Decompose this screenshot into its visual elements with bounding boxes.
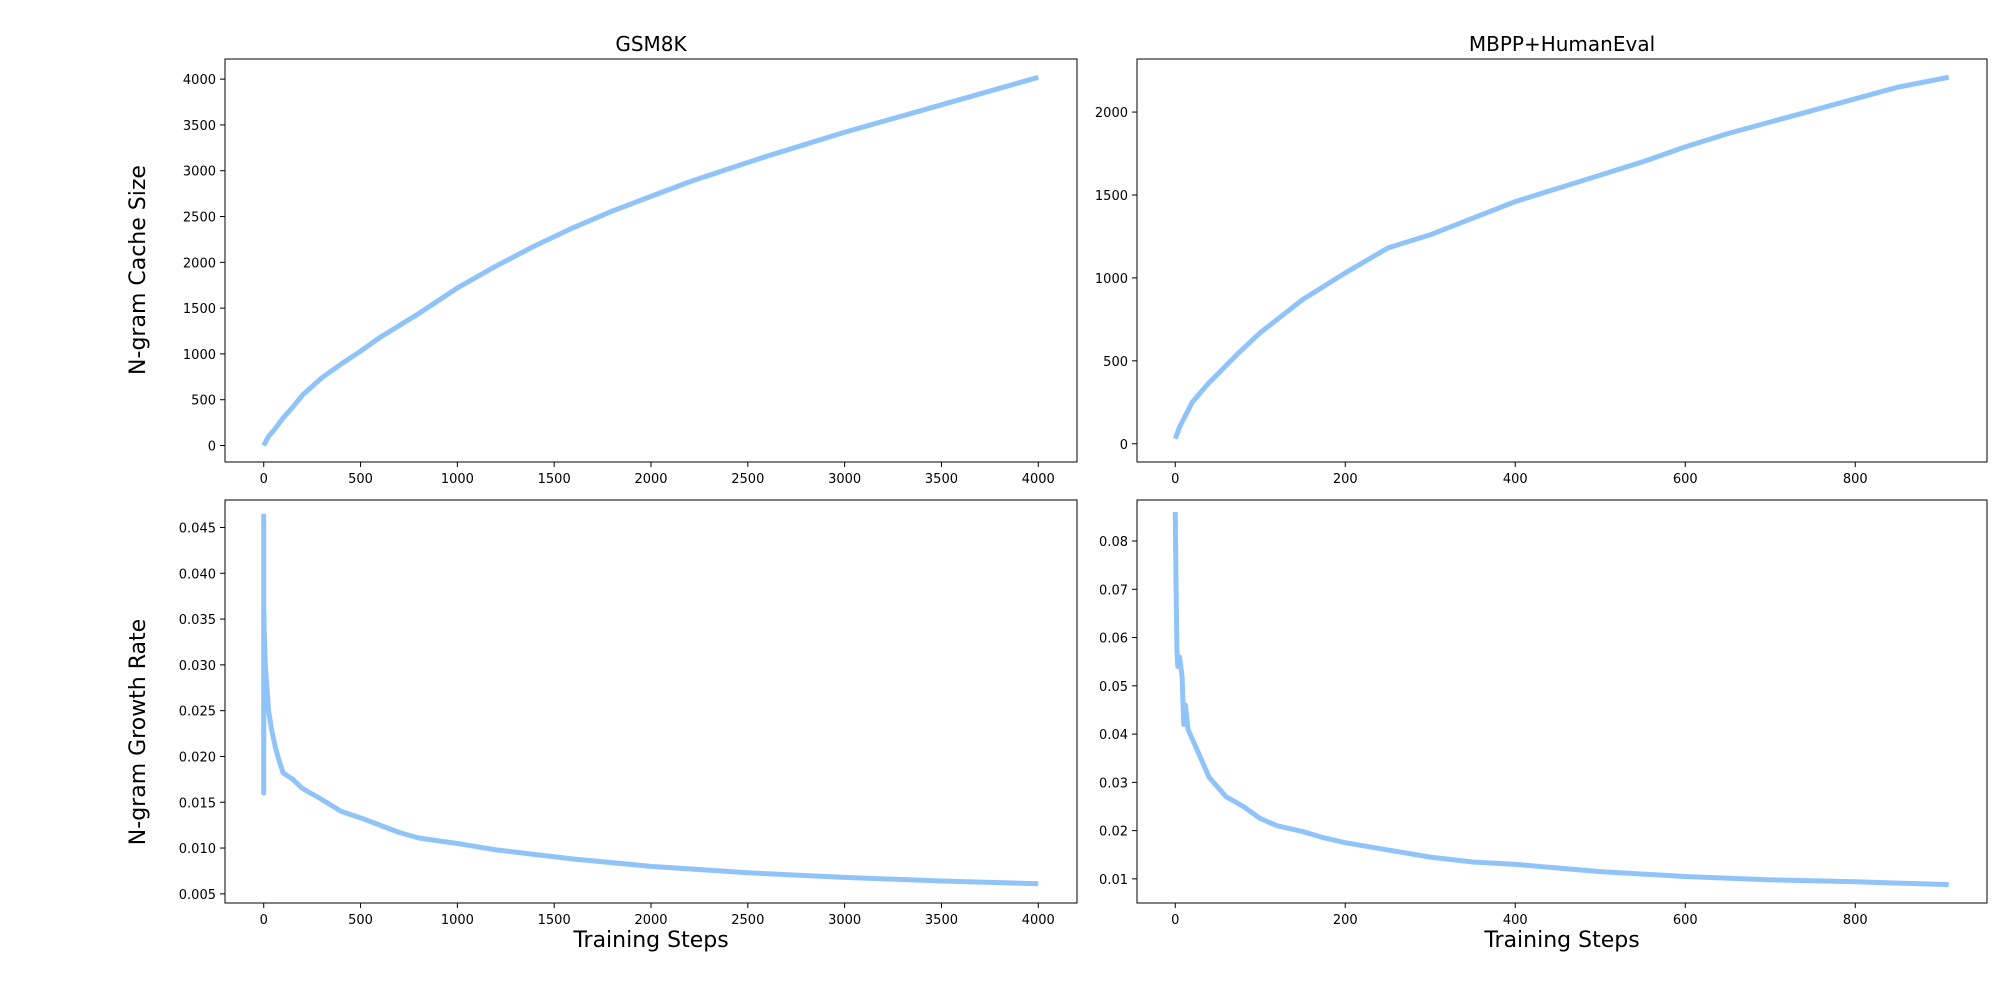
- y-tick-label: 0: [1120, 438, 1128, 453]
- y-tick-label: 1500: [183, 302, 216, 317]
- chart-panel-3: 0 200 400 600 800 0.01 0.02 0.03 0.04 0.05 0.06 0.0…: [1099, 499, 1988, 928]
- x-tick-label: 800: [1843, 472, 1868, 487]
- xlabel-left: Training Steps: [572, 928, 728, 953]
- x-tick-label: 2500: [731, 913, 764, 928]
- x-tick-label: 600: [1673, 913, 1698, 928]
- x-tick-label: 2000: [634, 913, 667, 928]
- y-tick-label: 0.07: [1099, 583, 1128, 598]
- y-tick-label: 0.015: [179, 796, 216, 811]
- y-tick-label: 500: [1103, 355, 1128, 370]
- y-tick-label: 2500: [183, 211, 216, 226]
- x-tick-label: 500: [348, 472, 373, 487]
- x-tick-label: 4000: [1022, 913, 1055, 928]
- y-tick-label: 0.08: [1099, 535, 1128, 550]
- series-line-0: [1172, 74, 1950, 440]
- y-tick-label: 0.02: [1099, 825, 1128, 840]
- y-tick-label: 0.020: [179, 750, 216, 765]
- xlabel-right: Training Steps: [1483, 928, 1639, 953]
- series-line-0: [261, 513, 1039, 887]
- y-tick-label: 2000: [183, 256, 216, 271]
- x-tick-label: 400: [1503, 472, 1528, 487]
- y-tick-label: 500: [191, 394, 216, 409]
- chart-panel-1: MBPP+HumanEval 0 200 400 600 800 0 500 1000 1500 2…: [1095, 32, 1988, 487]
- x-tick-label: 600: [1673, 472, 1698, 487]
- plot-frame: [1136, 499, 1988, 904]
- y-tick-label: 1000: [183, 348, 216, 363]
- x-tick-label: 3000: [828, 913, 861, 928]
- x-tick-label: 2000: [634, 472, 667, 487]
- y-tick-label: 3500: [183, 119, 216, 134]
- y-tick-label: 0.05: [1099, 680, 1128, 695]
- x-tick-label: 0: [1171, 472, 1179, 487]
- y-tick-label: 0.025: [179, 705, 216, 720]
- x-tick-label: 3500: [925, 472, 958, 487]
- y-tick-label: 0: [208, 440, 216, 455]
- x-tick-label: 1500: [538, 472, 571, 487]
- x-tick-label: 1500: [538, 913, 571, 928]
- row-label-growth-rate: N-gram Growth Rate: [126, 619, 151, 845]
- y-tick-label: 3000: [183, 165, 216, 180]
- chart-title: GSM8K: [615, 32, 687, 56]
- x-tick-label: 1000: [441, 913, 474, 928]
- y-tick-label: 0.035: [179, 613, 216, 628]
- x-tick-label: 0: [260, 472, 268, 487]
- row-label-cache-size: N-gram Cache Size: [126, 165, 151, 375]
- y-tick-label: 0.045: [179, 521, 216, 536]
- series-line-0: [1172, 512, 1949, 888]
- y-tick-label: 0.04: [1099, 728, 1128, 743]
- x-tick-label: 4000: [1022, 472, 1055, 487]
- x-tick-label: 1000: [441, 472, 474, 487]
- x-tick-label: 0: [1171, 913, 1179, 928]
- y-tick-label: 0.06: [1099, 632, 1128, 647]
- y-tick-label: 4000: [183, 73, 216, 88]
- y-tick-label: 2000: [1095, 106, 1128, 121]
- x-tick-label: 2500: [731, 472, 764, 487]
- y-tick-label: 1000: [1095, 272, 1128, 287]
- x-tick-label: 800: [1843, 913, 1868, 928]
- series-line-0: [261, 74, 1039, 447]
- y-tick-label: 0.03: [1099, 776, 1128, 791]
- x-tick-label: 500: [348, 913, 373, 928]
- x-tick-label: 400: [1503, 913, 1528, 928]
- y-tick-label: 0.040: [179, 567, 216, 582]
- x-tick-label: 3500: [925, 913, 958, 928]
- x-tick-label: 200: [1333, 913, 1358, 928]
- y-tick-label: 1500: [1095, 189, 1128, 204]
- y-tick-label: 0.030: [179, 659, 216, 674]
- y-tick-label: 0.010: [179, 842, 216, 857]
- chart-panel-0: GSM8K 0 500 1000 1500 2000 2500 3000 3500 4000 0 50…: [183, 32, 1078, 487]
- chart-panel-2: 0 500 1000 1500 2000 2500 3000 3500 4000 0.005 0.0…: [179, 499, 1078, 928]
- plot-frame: [1136, 58, 1988, 463]
- chart-title: MBPP+HumanEval: [1469, 32, 1655, 56]
- y-tick-label: 0.01: [1099, 873, 1128, 888]
- x-tick-label: 200: [1333, 472, 1358, 487]
- x-tick-label: 3000: [828, 472, 861, 487]
- y-tick-label: 0.005: [179, 888, 216, 903]
- x-tick-label: 0: [260, 913, 268, 928]
